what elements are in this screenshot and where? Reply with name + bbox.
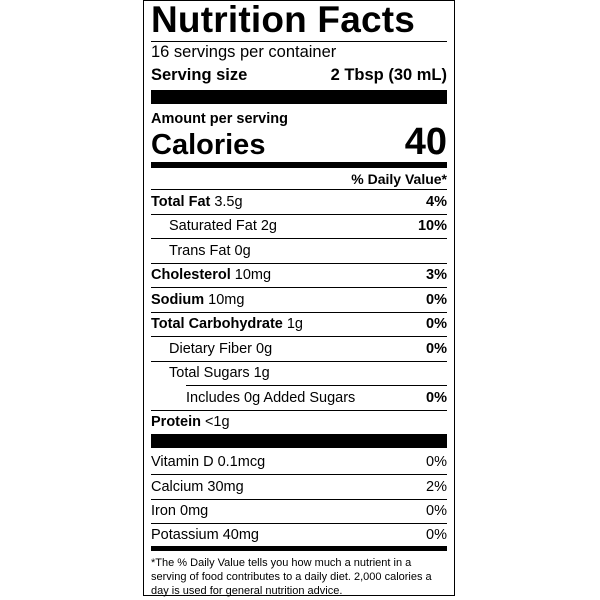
nutrient-name: Sodium bbox=[151, 291, 205, 308]
daily-value: 10% bbox=[417, 218, 447, 234]
nutrient-name: Calcium bbox=[151, 478, 204, 495]
nutrient-row: Total Carbohydrate 1g 0% bbox=[151, 311, 447, 336]
nutrient-row: Cholesterol 10mg 3% bbox=[151, 262, 447, 287]
daily-value: 0% bbox=[426, 503, 447, 520]
medium-bar bbox=[151, 162, 447, 168]
nutrient-name: Total Sugars bbox=[169, 365, 250, 381]
calories-value: 40 bbox=[404, 121, 447, 163]
thick-bar bbox=[151, 90, 447, 104]
vitamin-row: Calcium 30mg 2% bbox=[151, 474, 447, 498]
nutrient-name: Vitamin D bbox=[151, 454, 214, 470]
nutrient-name: Dietary Fiber bbox=[169, 340, 252, 357]
amount-per-serving: Amount per serving bbox=[151, 111, 288, 127]
serving-size-row: Serving size 2 Tbsp (30 mL) bbox=[151, 66, 447, 85]
nutrient-amount: 0mg bbox=[180, 503, 209, 520]
servings: 16 servings per container bbox=[151, 43, 337, 61]
daily-value: 3% bbox=[426, 267, 447, 283]
nutrient-row: Trans Fat 0g bbox=[151, 238, 447, 262]
nutrient-amount: 40mg bbox=[222, 527, 259, 544]
nutrient-amount: 10mg bbox=[208, 291, 245, 308]
nutrient-amount: 0.1mcg bbox=[217, 454, 266, 470]
footnote: *The % Daily Value tells you how much a … bbox=[151, 557, 432, 597]
nutrient-row: Dietary Fiber 0g 0% bbox=[151, 336, 447, 360]
daily-value: 0% bbox=[426, 389, 447, 406]
serving-size-label: Serving size bbox=[151, 66, 248, 84]
nutrient-row: Saturated Fat 2g 10% bbox=[151, 213, 447, 238]
nutrient-amount: 30mg bbox=[207, 478, 244, 495]
nutrient-amount: 10mg bbox=[234, 267, 272, 283]
calories-row: Calories 40 bbox=[151, 123, 447, 162]
vitamin-row: Vitamin D 0.1mcg 0% bbox=[151, 450, 447, 474]
vitamin-row: Iron 0mg 0% bbox=[151, 498, 447, 523]
nutrient-row: Protein <1g bbox=[151, 409, 447, 434]
nutrient-name: Saturated Fat bbox=[169, 218, 257, 234]
nutrient-row: Sodium 10mg 0% bbox=[151, 287, 447, 311]
nutrient-name: Potassium bbox=[151, 527, 219, 544]
nutrient-amount: <1g bbox=[204, 414, 230, 430]
medium-bar bbox=[151, 546, 447, 551]
nutrient-name: Trans Fat bbox=[169, 242, 231, 259]
nutrient-name: Includes 0g Added Sugars bbox=[186, 389, 356, 406]
serving-size-value: 2 Tbsp (30 mL) bbox=[330, 66, 447, 84]
nutrient-amount: 2g bbox=[260, 218, 277, 234]
daily-value: 0% bbox=[426, 340, 447, 357]
daily-value: 2% bbox=[426, 478, 447, 495]
nutrient-amount: 1g bbox=[286, 316, 303, 332]
daily-value: 0% bbox=[426, 527, 447, 544]
nutrient-amount: 1g bbox=[253, 365, 270, 381]
calories-label: Calories bbox=[151, 129, 266, 161]
nutrient-name: Protein bbox=[151, 414, 201, 430]
nutrient-name: Total Fat bbox=[151, 193, 211, 210]
daily-value: 0% bbox=[426, 291, 447, 308]
title: Nutrition Facts bbox=[151, 0, 416, 40]
daily-value-header: % Daily Value* bbox=[351, 171, 447, 187]
daily-value: 0% bbox=[426, 316, 447, 332]
vitamin-row: Potassium 40mg 0% bbox=[151, 522, 447, 547]
daily-value: 4% bbox=[426, 193, 447, 210]
nutrient-amount: 3.5g bbox=[214, 193, 243, 210]
divider bbox=[151, 41, 447, 42]
nutrient-amount: 0g bbox=[256, 340, 273, 357]
daily-value: 0% bbox=[426, 454, 447, 470]
nutrient-row: Total Sugars 1g bbox=[151, 360, 447, 385]
nutrient-amount: 0g bbox=[234, 242, 251, 259]
thick-bar bbox=[151, 434, 447, 448]
nutrient-name: Total Carbohydrate bbox=[151, 316, 283, 332]
nutrient-name: Cholesterol bbox=[151, 267, 231, 283]
nutrient-name: Iron bbox=[151, 503, 176, 520]
nutrient-row: Includes 0g Added Sugars 0% bbox=[186, 385, 447, 409]
nutrition-label: Nutrition Facts 16 servings per containe… bbox=[143, 0, 455, 597]
nutrient-row: Total Fat 3.5g 4% bbox=[151, 189, 447, 213]
